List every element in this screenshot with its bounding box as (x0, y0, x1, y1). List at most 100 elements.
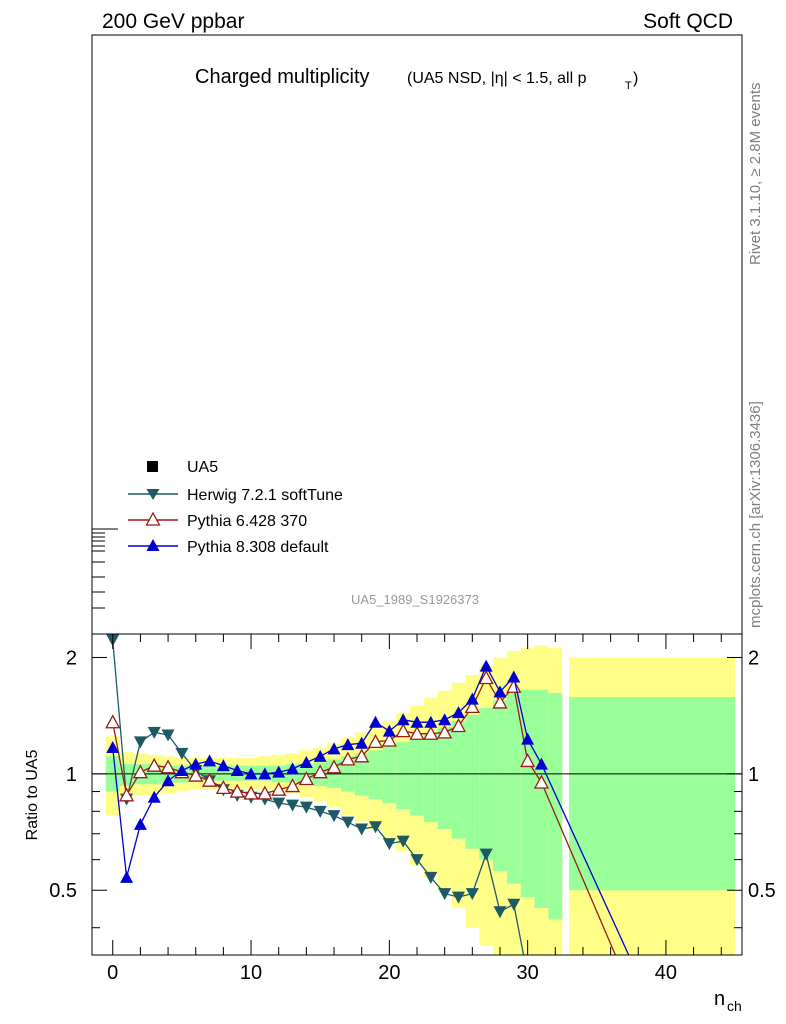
series-1-point-13 (284, 778, 301, 793)
series-2-point-9 (230, 764, 244, 777)
title-sub: (UA5 NSD, |η| < 1.5, all p (407, 70, 587, 87)
series-2-point-23 (424, 715, 438, 728)
series-2-point-27 (479, 659, 493, 672)
x-tick-label-10: 10 (240, 962, 262, 984)
series-1-point-17 (340, 751, 356, 766)
series-0-point-28 (493, 906, 507, 919)
series-0-point-2 (133, 736, 147, 749)
series-2-point-25 (451, 706, 465, 719)
legend: UA5 Herwig 7.2.1 softTune Pythia 6.428 3… (128, 459, 343, 556)
series-1-point-10 (243, 785, 259, 800)
series-2-point-3 (147, 790, 161, 803)
series-2-point-7 (203, 754, 217, 767)
series-2-point-6 (189, 757, 203, 770)
series-0-point-23 (424, 871, 438, 884)
x-tick-label-30: 30 (517, 962, 539, 984)
series-0-point-21 (396, 835, 410, 848)
y-tick-label-right-1: 1 (748, 764, 759, 786)
series-2-point-18 (355, 736, 369, 749)
band-inner-27 (479, 708, 494, 860)
band-inner-28 (493, 700, 507, 872)
series-1-point-12 (271, 781, 287, 796)
series-2-point-11 (258, 767, 272, 780)
band-inner-19 (368, 750, 383, 800)
series-2-point-19 (369, 715, 383, 728)
band-inner-30 (520, 689, 535, 898)
band-inner-20 (382, 746, 397, 804)
band-inner-23 (423, 732, 438, 823)
legend-marker-pythia6 (145, 511, 161, 526)
series-2-point-31 (534, 757, 548, 770)
series-2-point-22 (410, 715, 424, 728)
series-1-point-26 (464, 699, 480, 714)
legend-label-pythia8: Pythia 8.308 default (187, 539, 329, 556)
series-2-point-28 (493, 685, 507, 698)
url-label: mcplots.cern.ch [arXiv:1306.3436] (747, 401, 764, 628)
series-1-point-22 (409, 725, 425, 740)
legend-label-herwig: Herwig 7.2.1 softTune (187, 487, 343, 504)
series-2-point-26 (465, 692, 479, 705)
band-inner-29 (506, 692, 521, 884)
series-2-point-14 (299, 755, 313, 768)
series-1-point-9 (229, 783, 245, 798)
series-1-point-4 (160, 759, 176, 774)
series-2-point-8 (216, 759, 230, 772)
series-0-point-3 (147, 726, 161, 739)
series-1-point-31 (533, 774, 550, 789)
series-2-point-10 (244, 767, 258, 780)
band-inner-31 (534, 689, 549, 908)
series-1-point-18 (354, 748, 370, 763)
series-2-point-17 (341, 738, 355, 751)
legend-label-ua5: UA5 (187, 459, 218, 476)
title-sub-end: ) (633, 70, 638, 87)
series-1-point-8 (215, 779, 231, 795)
band-inner-21 (396, 741, 411, 810)
x-tick-label-20: 20 (378, 962, 400, 984)
ratio-panel-frame (91, 633, 743, 956)
series-0-point-26 (465, 888, 479, 901)
series-1-point-28 (492, 694, 508, 709)
series-0-point-20 (382, 838, 396, 851)
series-1-point-14 (298, 771, 314, 786)
series-1-point-20 (381, 732, 397, 747)
series-1-point-0 (105, 714, 121, 729)
series-0-point-5 (175, 747, 189, 760)
series-1-point-30 (520, 753, 536, 768)
analysis-id: UA5_1989_S1926373 (351, 592, 479, 607)
series-2-point-20 (382, 724, 396, 737)
series-0-point-16 (327, 810, 341, 823)
band-inner-1 (119, 764, 134, 787)
band-inner-32 (548, 692, 563, 920)
series-0-point-12 (272, 797, 286, 810)
series-0-point-27 (479, 848, 493, 861)
ratio-uncertainty-bands (105, 645, 736, 955)
y-tick-label-0.5: 0.5 (49, 880, 77, 902)
series-1-point-2 (132, 764, 148, 779)
series-2-point-21 (396, 713, 410, 726)
series-2-point-29 (507, 670, 521, 683)
series-0-point-4 (161, 729, 175, 742)
x-tick-label-40: 40 (655, 962, 677, 984)
x-tick-label-0: 0 (107, 962, 118, 984)
series-1-point-24 (437, 724, 453, 739)
main-panel-ticks (92, 528, 118, 609)
series-2-point-2 (133, 817, 147, 830)
series-0-point-24 (438, 888, 452, 901)
series-2-point-0 (106, 740, 120, 753)
band-inner-25 (451, 720, 466, 839)
series-1-point-19 (367, 733, 384, 748)
series-1-point-23 (423, 725, 439, 740)
title-main: Charged multiplicity (195, 66, 370, 88)
series-1-point-6 (188, 767, 204, 782)
plot-title: Charged multiplicity (UA5 NSD, |η| < 1.5… (195, 66, 638, 92)
band-inner-24 (437, 727, 452, 830)
series-0-point-25 (451, 891, 465, 904)
ratio-axes: 0 10 20 30 40 0.5 0.5 1 1 2 2 (49, 634, 776, 984)
energy-label: 200 GeV ppbar (102, 10, 244, 33)
band-inner-33 (569, 697, 736, 891)
series-0-point-19 (369, 821, 383, 834)
series-0-point-29 (507, 898, 521, 911)
x-axis-label-subscript: ch (727, 998, 742, 1014)
series-1-point-7 (201, 772, 218, 787)
legend-marker-herwig (146, 489, 160, 500)
